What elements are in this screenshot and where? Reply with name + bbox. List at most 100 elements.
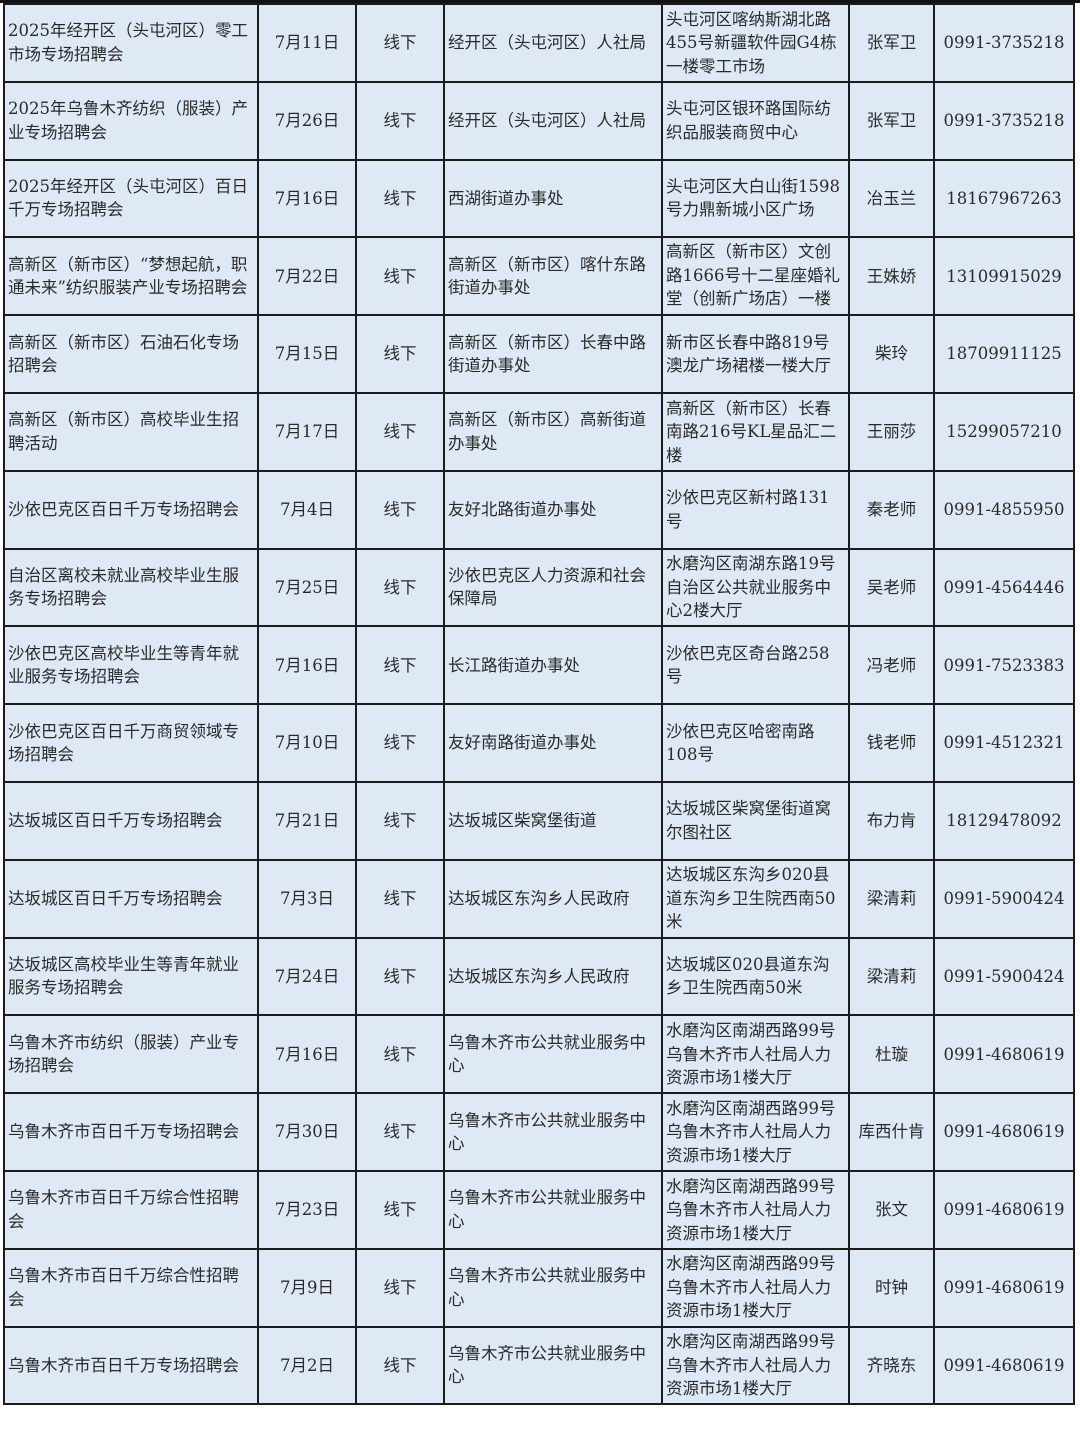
address-cell: 头屯河区喀纳斯湖北路455号新疆软件园G4栋一楼零工市场: [661, 3, 850, 83]
address-cell: 高新区（新市区）文创路1666号十二星座婚礼堂（创新广场店）一楼大厅: [661, 236, 850, 317]
top-border: [0, 0, 1080, 3]
date-cell-text: 7月10日: [274, 733, 340, 753]
table-row: 沙依巴克区高校毕业生等青年就业服务专场招聘会 7月16日 线下 长江路街道办事处 沙依巴…: [3, 625, 1075, 706]
address-cell-text: 头屯河区大白山街1598号力鼎新城小区广场: [666, 176, 840, 220]
table-row: 沙依巴克区百日千万商贸领域专场招聘会 7月10日 线下 友好南路街道办事处 沙依巴克区哈…: [3, 703, 1075, 783]
organizer-cell-text: 友好南路街道办事处: [448, 733, 597, 753]
event-name-cell-text: 达坂城区百日千万专场招聘会: [8, 811, 223, 831]
phone-cell-text: 0991-4680619: [943, 1355, 1065, 1375]
contact-cell: 张文: [848, 1169, 935, 1250]
organizer-cell: 经开区（头屯河区）人社局: [443, 80, 663, 161]
address-cell-text: 水磨沟区南湖西路99号乌鲁木齐市人社局人力资源市场1楼大厅: [666, 1176, 836, 1243]
contact-cell-text: 梁清莉: [866, 888, 917, 908]
organizer-cell-text: 经开区（头屯河区）人社局: [448, 33, 646, 53]
date-cell-text: 7月15日: [274, 344, 340, 364]
date-cell-text: 7月26日: [274, 110, 340, 130]
table-row: 乌鲁木齐市纺织（服装）产业专场招聘会 7月16日 线下 乌鲁木齐市公共就业服务中心 水磨…: [3, 1014, 1075, 1095]
contact-cell: 布力肯: [848, 780, 935, 861]
organizer-cell-text: 达坂城区东沟乡人民政府: [448, 966, 630, 986]
mode-cell: 线下: [355, 1325, 445, 1406]
phone-cell: 15299057210: [933, 391, 1075, 472]
mode-cell: 线下: [355, 3, 445, 83]
contact-cell: 杜璇: [848, 1014, 935, 1095]
contact-cell-text: 冶玉兰: [866, 188, 917, 208]
contact-cell: 时钟: [848, 1247, 935, 1328]
phone-cell: 0991-4680619: [933, 1325, 1075, 1406]
organizer-cell: 高新区（新市区）喀什东路街道办事处: [443, 236, 663, 317]
mode-cell: 线下: [355, 1247, 445, 1328]
phone-cell: 18709911125: [933, 314, 1075, 394]
date-cell-text: 7月9日: [280, 1277, 334, 1297]
date-cell-text: 7月2日: [280, 1355, 334, 1375]
organizer-cell-text: 乌鲁木齐市公共就业服务中心: [448, 1343, 646, 1387]
organizer-cell: 乌鲁木齐市公共就业服务中心: [443, 1325, 663, 1406]
date-cell-text: 7月17日: [274, 422, 340, 442]
mode-cell: 线下: [355, 625, 445, 706]
phone-cell: 0991-4680619: [933, 1169, 1075, 1250]
contact-cell-text: 王丽莎: [866, 422, 917, 442]
phone-cell-text: 0991-3735218: [943, 110, 1065, 130]
phone-cell: 18167967263: [933, 158, 1075, 239]
contact-cell: 齐晓东: [848, 1325, 935, 1406]
address-cell-text: 达坂城区柴窝堡街道窝尔图社区: [666, 799, 831, 842]
organizer-cell-text: 乌鲁木齐市公共就业服务中心: [448, 1110, 646, 1154]
event-name-cell: 乌鲁木齐市纺织（服装）产业专场招聘会: [3, 1014, 259, 1095]
event-name-cell-text: 高新区（新市区）“梦想起航，职通未来”纺织服装产业专场招聘会: [8, 254, 248, 298]
date-cell-text: 7月21日: [274, 811, 340, 831]
event-name-cell: 沙依巴克区百日千万商贸领域专场招聘会: [3, 703, 259, 783]
phone-cell-text: 0991-4680619: [943, 1277, 1065, 1297]
address-cell: 水磨沟区南湖西路99号乌鲁木齐市人社局人力资源市场1楼大厅: [661, 1014, 850, 1095]
phone-cell-text: 0991-4680619: [943, 1122, 1065, 1142]
job-fair-table: 2025年经开区（头屯河区）零工市场专场招聘会 7月11日 线下 经开区（头屯河区）人…: [3, 3, 1075, 1406]
organizer-cell-text: 高新区（新市区）喀什东路街道办事处: [448, 254, 646, 298]
contact-cell: 张军卫: [848, 3, 935, 83]
table-row: 乌鲁木齐市百日千万专场招聘会 7月30日 线下 乌鲁木齐市公共就业服务中心 水磨沟区南湖…: [3, 1092, 1075, 1172]
date-cell-text: 7月23日: [274, 1200, 340, 1220]
phone-cell-text: 0991-4855950: [943, 499, 1065, 519]
organizer-cell-text: 达坂城区柴窝堡街道: [448, 811, 597, 831]
mode-cell-text: 线下: [383, 811, 417, 831]
table-row: 乌鲁木齐市百日千万综合性招聘会 7月23日 线下 乌鲁木齐市公共就业服务中心 水磨沟区南…: [3, 1169, 1075, 1250]
event-name-cell-text: 2025年乌鲁木齐纺织（服装）产业专场招聘会: [8, 99, 248, 142]
event-name-cell: 2025年经开区（头屯河区）零工市场专场招聘会: [3, 3, 259, 83]
date-cell-text: 7月24日: [274, 966, 340, 986]
date-cell: 7月16日: [257, 625, 357, 706]
contact-cell: 吴老师: [848, 547, 935, 628]
event-name-cell: 沙依巴克区百日千万专场招聘会: [3, 469, 259, 550]
organizer-cell-text: 高新区（新市区）高新街道办事处: [448, 410, 646, 453]
organizer-cell: 乌鲁木齐市公共就业服务中心: [443, 1092, 663, 1172]
address-cell-text: 沙依巴克区奇台路258号: [666, 643, 830, 687]
organizer-cell: 乌鲁木齐市公共就业服务中心: [443, 1247, 663, 1328]
contact-cell: 柴玲: [848, 314, 935, 394]
event-name-cell: 高新区（新市区）高校毕业生招聘活动: [3, 391, 259, 472]
table-row: 2025年乌鲁木齐纺织（服装）产业专场招聘会 7月26日 线下 经开区（头屯河区）人社…: [3, 80, 1075, 161]
address-cell-text: 沙依巴克区哈密南路108号: [666, 721, 815, 765]
phone-cell-text: 15299057210: [946, 422, 1062, 442]
date-cell-text: 7月16日: [274, 1044, 340, 1064]
table-row: 达坂城区百日千万专场招聘会 7月21日 线下 达坂城区柴窝堡街道 达坂城区柴窝堡街道窝尔…: [3, 780, 1075, 861]
event-name-cell-text: 乌鲁木齐市百日千万专场招聘会: [8, 1122, 239, 1142]
mode-cell: 线下: [355, 858, 445, 939]
phone-cell-text: 0991-4512321: [943, 733, 1065, 753]
date-cell-text: 7月16日: [274, 188, 340, 208]
date-cell: 7月16日: [257, 1014, 357, 1095]
event-name-cell: 高新区（新市区）石油石化专场招聘会: [3, 314, 259, 394]
table-row: 高新区（新市区）“梦想起航，职通未来”纺织服装产业专场招聘会 7月22日 线下 高新区…: [3, 236, 1075, 317]
date-cell-text: 7月16日: [274, 655, 340, 675]
event-name-cell: 自治区离校未就业高校毕业生服务专场招聘会: [3, 547, 259, 628]
phone-cell-text: 18709911125: [946, 344, 1062, 364]
contact-cell: 秦老师: [848, 469, 935, 550]
mode-cell: 线下: [355, 158, 445, 239]
phone-cell-text: 18167967263: [946, 188, 1062, 208]
phone-cell: 0991-4512321: [933, 703, 1075, 783]
address-cell-text: 达坂城区东沟乡020县道东沟乡卫生院西南50米: [666, 865, 836, 932]
organizer-cell: 高新区（新市区）高新街道办事处: [443, 391, 663, 472]
organizer-cell: 友好北路街道办事处: [443, 469, 663, 550]
mode-cell: 线下: [355, 936, 445, 1017]
address-cell: 达坂城区柴窝堡街道窝尔图社区: [661, 780, 850, 861]
mode-cell: 线下: [355, 80, 445, 161]
table-row: 自治区离校未就业高校毕业生服务专场招聘会 7月25日 线下 沙依巴克区人力资源和社会保…: [3, 547, 1075, 628]
address-cell-text: 高新区（新市区）文创路1666号十二星座婚礼堂（创新广场店）一楼大厅: [666, 242, 840, 309]
date-cell: 7月4日: [257, 469, 357, 550]
address-cell-text: 水磨沟区南湖东路19号自治区公共就业服务中心2楼大厅: [666, 554, 836, 621]
